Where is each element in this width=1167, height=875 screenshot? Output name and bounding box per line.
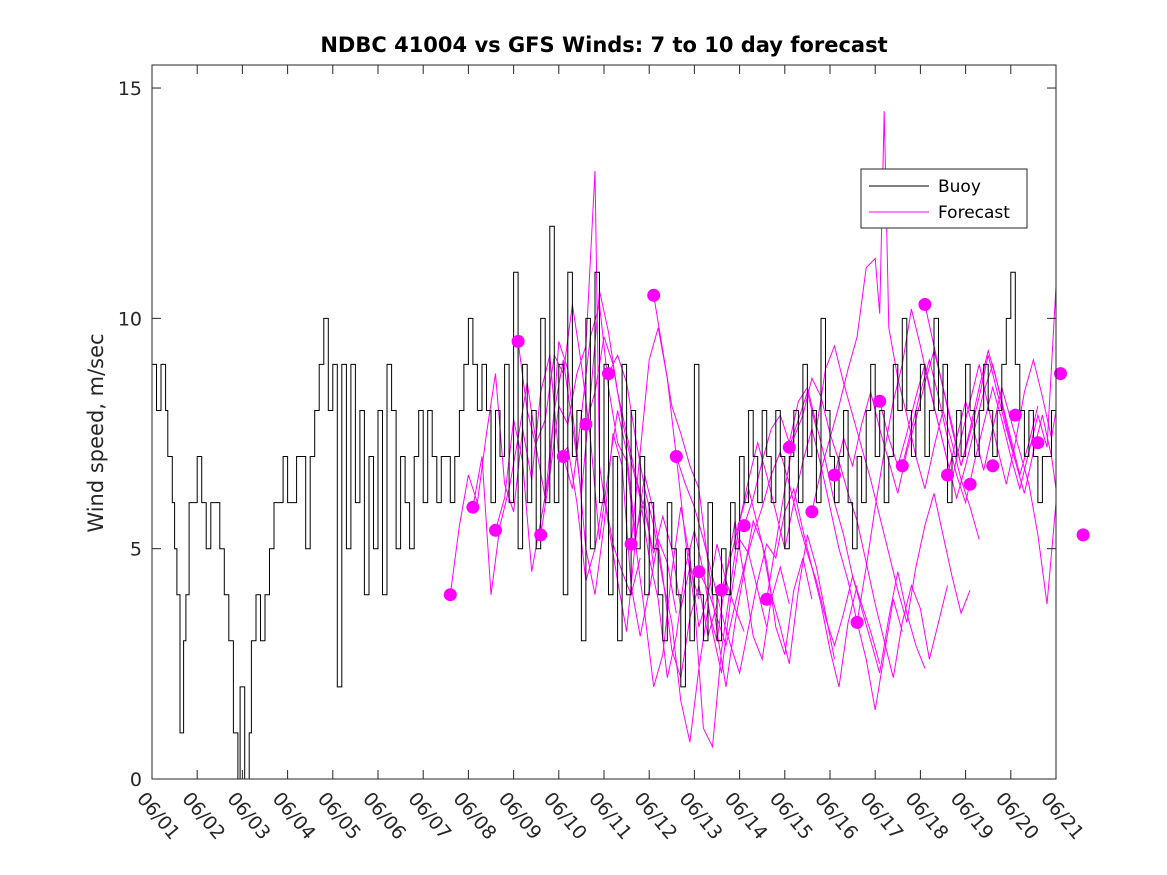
buoy-line [152, 225, 1056, 779]
forecast-point-29 [1076, 528, 1090, 542]
forecast-trace-11 [675, 456, 858, 688]
forecast-point-2 [466, 500, 480, 514]
forecast-point-9 [624, 537, 638, 551]
forecast-trace-6 [562, 304, 745, 688]
forecast-point-25 [986, 459, 1000, 473]
forecast-point-24 [963, 477, 977, 491]
forecast-trace-9 [630, 327, 813, 749]
forecast-trace-17 [811, 111, 980, 540]
forecast-trace-7 [585, 336, 768, 678]
y-tick-label: 5 [130, 539, 142, 561]
forecast-point-10 [647, 288, 661, 302]
plot-data [152, 111, 1090, 779]
forecast-point-15 [760, 592, 774, 606]
forecast-point-21 [895, 459, 909, 473]
y-tick-label: 10 [118, 308, 142, 330]
forecast-point-22 [918, 298, 932, 311]
legend-buoy-label: Buoy [938, 177, 981, 197]
chart-title: NDBC 41004 vs GFS Winds: 7 to 10 day for… [320, 33, 887, 57]
forecast-trace-4 [517, 290, 700, 609]
forecast-trace-5 [540, 170, 718, 678]
forecast-point-13 [715, 583, 728, 597]
y-tick-label: 0 [130, 769, 142, 791]
forecast-point-14 [737, 519, 751, 533]
forecast-point-18 [828, 468, 841, 482]
forecast-point-11 [669, 450, 683, 463]
forecast-point-28 [1054, 367, 1067, 381]
legend-box [860, 168, 1028, 229]
forecast-point-26 [1008, 408, 1022, 422]
legend: Buoy Forecast [860, 168, 1028, 229]
forecast-point-20 [873, 394, 887, 408]
forecast-point-7 [579, 417, 593, 431]
forecast-trace-16 [788, 344, 971, 623]
forecast-point-17 [805, 505, 819, 519]
forecast-point-27 [1031, 436, 1045, 450]
forecast-point-5 [534, 528, 548, 542]
forecast-point-1 [443, 588, 457, 602]
forecast-trace-10 [653, 295, 835, 687]
forecast-point-19 [850, 615, 864, 629]
forecast-point-6 [556, 450, 570, 463]
forecast-point-8 [602, 367, 615, 381]
forecast-point-12 [692, 565, 706, 579]
y-tick-label: 15 [118, 78, 142, 100]
forecast-point-16 [782, 440, 796, 454]
forecast-point-3 [489, 523, 502, 537]
legend-forecast-label: Forecast [938, 203, 1010, 223]
y-axis-label: Wind speed, m/sec [84, 333, 108, 532]
forecast-point-4 [511, 334, 525, 348]
forecast-point-23 [941, 468, 954, 482]
